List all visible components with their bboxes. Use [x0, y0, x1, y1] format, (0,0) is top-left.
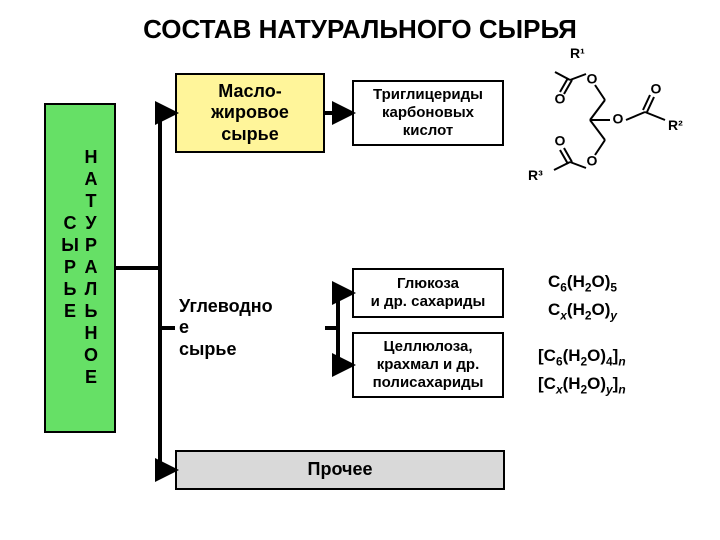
svg-text:O: O — [651, 81, 662, 97]
node-glucose: Глюкозаи др. сахариды — [352, 268, 504, 318]
node-other: Прочее — [175, 450, 505, 490]
node-cellulose: Целлюлоза,крахмал и др.полисахариды — [352, 332, 504, 398]
node-root: НАТУРАЛЬНОЕ СЫРЬЕ — [44, 103, 116, 433]
node-triglycerides: Триглицеридыкарбоновыхкислот — [352, 80, 504, 146]
node-other-label: Прочее — [308, 459, 373, 481]
svg-text:O: O — [587, 153, 598, 169]
node-cellulose-label: Целлюлоза,крахмал и др.полисахариды — [373, 338, 484, 392]
svg-text:R²: R² — [668, 117, 683, 133]
formula-cellulose: [C6(H2O)4]n — [538, 346, 626, 368]
svg-text:O: O — [613, 111, 624, 127]
node-oil-label: Масло-жировоесырье — [211, 81, 289, 146]
formula-saccharide: Cx(H2O)y — [548, 300, 617, 322]
svg-text:O: O — [555, 91, 566, 107]
node-glucose-label: Глюкозаи др. сахариды — [371, 275, 486, 311]
svg-text:R¹: R¹ — [570, 45, 585, 61]
formula-glucose: C6(H2O)5 — [548, 272, 617, 294]
node-carbohydrate-label: Углеводноесырье — [179, 296, 273, 361]
node-oil: Масло-жировоесырье — [175, 73, 325, 153]
svg-text:R³: R³ — [528, 167, 543, 183]
molecule-triglyceride: OOR¹OOR²OOR³ — [510, 40, 700, 230]
node-carbohydrate: Углеводноесырье — [175, 288, 325, 368]
formula-polysaccharide: [Cx(H2O)y]n — [538, 374, 626, 396]
svg-text:O: O — [587, 71, 598, 87]
node-triglycerides-label: Триглицеридыкарбоновыхкислот — [373, 86, 483, 140]
svg-text:O: O — [555, 133, 566, 149]
node-root-label: НАТУРАЛЬНОЕ СЫРЬЕ — [59, 105, 101, 431]
